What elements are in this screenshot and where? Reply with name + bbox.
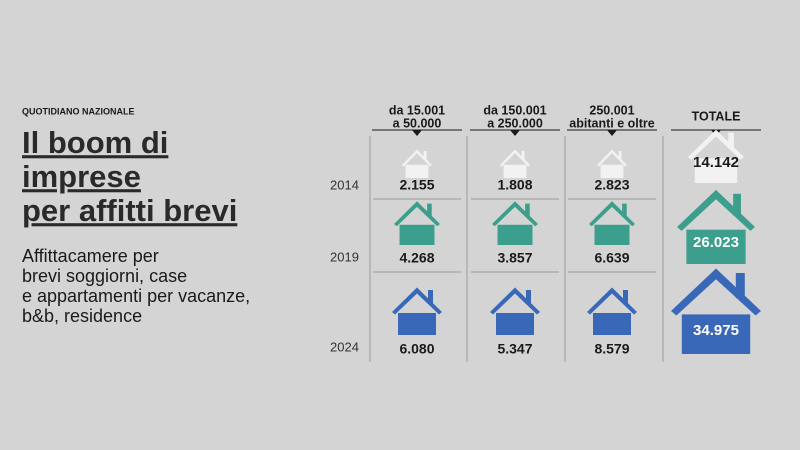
house-body xyxy=(399,224,435,245)
house-body xyxy=(497,224,533,245)
column-header: TOTALE xyxy=(692,109,741,123)
house-roof xyxy=(500,149,530,167)
house-body xyxy=(681,314,751,354)
house-chimney xyxy=(428,290,433,304)
house-body xyxy=(694,158,738,183)
source: QUOTIDIANO NAZIONALE xyxy=(22,106,135,116)
year-label: 2024 xyxy=(330,339,359,354)
header-arrow xyxy=(607,130,617,136)
house-body xyxy=(405,164,429,178)
total-value: 26.023 xyxy=(693,234,739,251)
house-body xyxy=(686,229,746,264)
house-roof xyxy=(490,287,540,315)
house-body xyxy=(398,313,436,335)
house-body xyxy=(496,313,534,335)
column-header: a 250.000 xyxy=(487,116,543,130)
subtitle-line: brevi soggiorni, case xyxy=(22,266,187,286)
cell-value: 3.857 xyxy=(497,250,532,266)
house-roof xyxy=(671,268,761,316)
cell-value: 5.347 xyxy=(497,341,532,357)
column-header: da 150.001 xyxy=(483,103,546,117)
house-chimney xyxy=(521,151,525,160)
house-roof xyxy=(392,287,442,315)
house-body xyxy=(503,164,527,178)
total-value: 14.142 xyxy=(693,154,739,171)
column-header: a 50.000 xyxy=(393,116,442,130)
cell-value: 4.268 xyxy=(399,250,434,266)
house-chimney xyxy=(618,151,622,160)
house-roof xyxy=(688,129,744,160)
cell-value: 1.808 xyxy=(497,177,532,193)
house-chimney xyxy=(526,290,531,304)
house-roof xyxy=(394,201,440,227)
subtitle-line: Affittacamere per xyxy=(22,246,159,266)
column-header: 250.001 xyxy=(589,103,634,117)
header-arrow xyxy=(510,130,520,136)
house-roof xyxy=(677,189,755,231)
house-chimney xyxy=(622,203,627,217)
house-body xyxy=(593,313,631,335)
house-roof xyxy=(597,149,627,167)
title-line: imprese xyxy=(22,159,141,194)
total-value: 34.975 xyxy=(693,322,739,339)
house-body xyxy=(600,164,624,178)
house-chimney xyxy=(525,203,530,217)
title-line: Il boom di xyxy=(22,125,168,160)
house-chimney xyxy=(623,290,628,304)
header-arrow xyxy=(412,130,422,136)
house-roof xyxy=(492,201,538,227)
title-line: per affitti brevi xyxy=(22,193,237,228)
house-chimney xyxy=(423,151,427,160)
house-chimney xyxy=(735,273,745,299)
column-header: da 15.001 xyxy=(389,103,445,117)
house-chimney xyxy=(427,203,432,217)
subtitle-line: e appartamenti per vacanze, xyxy=(22,286,250,306)
cell-value: 2.823 xyxy=(594,177,629,193)
cell-value: 8.579 xyxy=(594,341,629,357)
cell-value: 6.639 xyxy=(594,250,629,266)
year-label: 2019 xyxy=(330,249,359,264)
column-header: abitanti e oltre xyxy=(569,116,654,130)
house-roof xyxy=(589,201,635,227)
house-roof xyxy=(587,287,637,315)
cell-value: 6.080 xyxy=(399,341,434,357)
cell-value: 2.155 xyxy=(399,177,434,193)
subtitle-line: b&b, residence xyxy=(22,306,142,326)
house-chimney xyxy=(728,132,734,149)
house-chimney xyxy=(733,193,741,216)
year-label: 2014 xyxy=(330,177,359,192)
house-body xyxy=(594,224,630,245)
house-roof xyxy=(402,149,432,167)
